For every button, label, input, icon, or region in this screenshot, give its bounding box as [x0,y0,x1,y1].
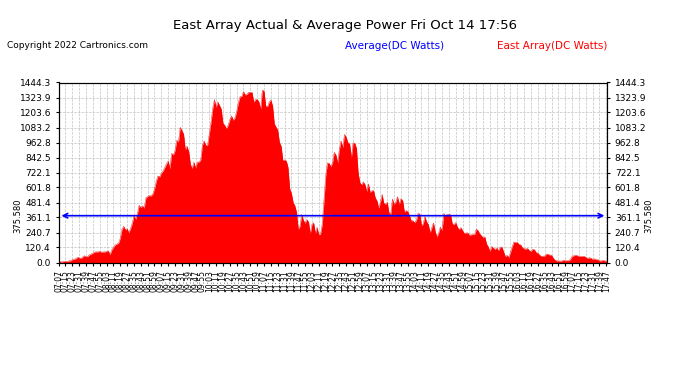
Text: East Array(DC Watts): East Array(DC Watts) [497,41,607,51]
Text: Copyright 2022 Cartronics.com: Copyright 2022 Cartronics.com [7,41,148,50]
Text: 375.580: 375.580 [13,198,22,233]
Text: Average(DC Watts): Average(DC Watts) [345,41,444,51]
Text: East Array Actual & Average Power Fri Oct 14 17:56: East Array Actual & Average Power Fri Oc… [173,19,517,32]
Text: 375.580: 375.580 [644,198,653,233]
